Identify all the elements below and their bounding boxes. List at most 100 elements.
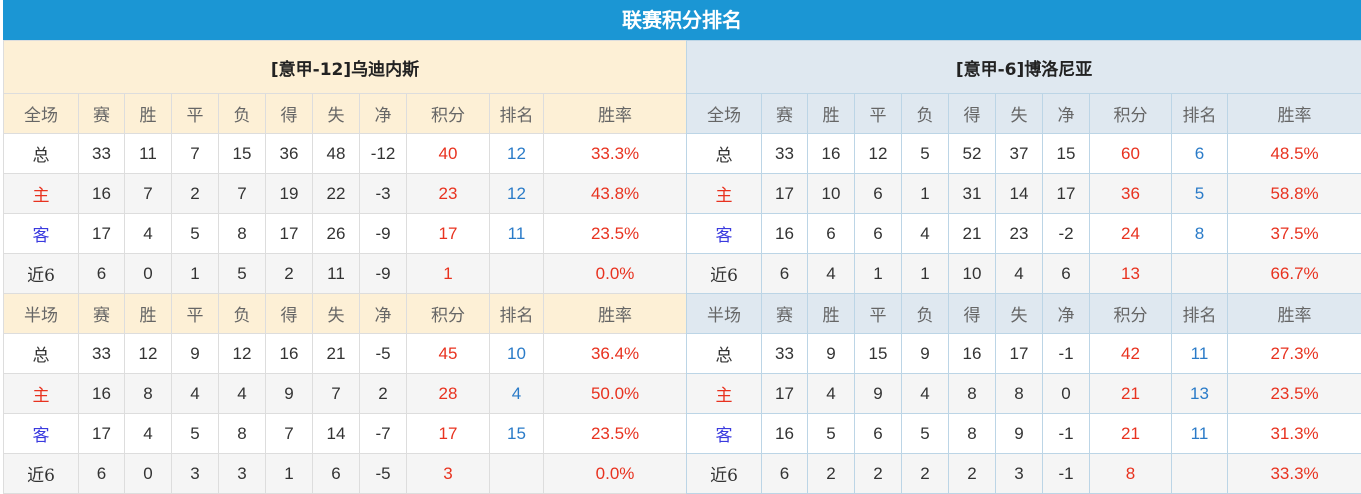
rank	[1172, 454, 1228, 494]
rank: 13	[1172, 374, 1228, 414]
wins: 4	[125, 214, 172, 254]
team-header: [意甲-6]博洛尼亚	[687, 41, 1361, 94]
played: 16	[762, 214, 808, 254]
goals-for: 19	[266, 174, 313, 214]
losses: 3	[219, 454, 266, 494]
row-label: 主	[4, 174, 79, 214]
goals-for: 9	[266, 374, 313, 414]
goals-for: 2	[949, 454, 996, 494]
goals-against: 22	[313, 174, 360, 214]
goals-for: 1	[266, 454, 313, 494]
row-label: 主	[4, 374, 79, 414]
losses: 1	[902, 174, 949, 214]
column-header-row: 半场赛胜平负得失净积分排名胜率	[4, 294, 687, 334]
column-header: 负	[219, 94, 266, 134]
goals-against: 23	[996, 214, 1043, 254]
column-header: 失	[996, 294, 1043, 334]
rank: 8	[1172, 214, 1228, 254]
goals-for: 31	[949, 174, 996, 214]
points: 21	[1090, 374, 1172, 414]
wins: 12	[125, 334, 172, 374]
column-header: 负	[902, 294, 949, 334]
column-header: 赛	[79, 94, 125, 134]
section-label: 半场	[687, 294, 762, 334]
goals-for: 8	[949, 374, 996, 414]
points: 21	[1090, 414, 1172, 454]
rank: 12	[490, 174, 544, 214]
wins: 9	[808, 334, 855, 374]
column-header: 平	[855, 294, 902, 334]
goals-against: 14	[313, 414, 360, 454]
wins: 4	[808, 374, 855, 414]
goal-diff: -2	[1043, 214, 1090, 254]
column-header: 得	[266, 94, 313, 134]
goal-diff: -1	[1043, 454, 1090, 494]
win-rate: 33.3%	[544, 134, 687, 174]
section-label: 全场	[687, 94, 762, 134]
rank: 4	[490, 374, 544, 414]
column-header: 积分	[407, 294, 490, 334]
wins: 0	[125, 254, 172, 294]
goals-against: 21	[313, 334, 360, 374]
goal-diff: 2	[360, 374, 407, 414]
draws: 5	[172, 414, 219, 454]
win-rate: 58.8%	[1228, 174, 1361, 214]
points: 3	[407, 454, 490, 494]
section-label: 全场	[4, 94, 79, 134]
row-label: 近6	[4, 254, 79, 294]
points: 28	[407, 374, 490, 414]
draws: 6	[855, 214, 902, 254]
draws: 12	[855, 134, 902, 174]
rank: 5	[1172, 174, 1228, 214]
goals-against: 7	[313, 374, 360, 414]
draws: 9	[855, 374, 902, 414]
win-rate: 48.5%	[1228, 134, 1361, 174]
goals-for: 8	[949, 414, 996, 454]
wins: 10	[808, 174, 855, 214]
column-header: 赛	[762, 94, 808, 134]
goals-against: 26	[313, 214, 360, 254]
played: 16	[79, 374, 125, 414]
column-header: 排名	[1172, 294, 1228, 334]
wins: 8	[125, 374, 172, 414]
column-header: 得	[949, 94, 996, 134]
column-header: 胜率	[544, 94, 687, 134]
column-header: 胜率	[544, 294, 687, 334]
goal-diff: -1	[1043, 414, 1090, 454]
points: 8	[1090, 454, 1172, 494]
column-header: 积分	[407, 94, 490, 134]
win-rate: 66.7%	[1228, 254, 1361, 294]
row-label: 主	[687, 174, 762, 214]
draws: 6	[855, 414, 902, 454]
win-rate: 0.0%	[544, 454, 687, 494]
row-label: 近6	[4, 454, 79, 494]
wins: 7	[125, 174, 172, 214]
goal-diff: -12	[360, 134, 407, 174]
column-header: 排名	[1172, 94, 1228, 134]
column-header: 积分	[1090, 294, 1172, 334]
team-name: [意甲-6]博洛尼亚	[687, 41, 1361, 94]
column-header: 平	[172, 94, 219, 134]
league-standings-title: 联赛积分排名	[3, 0, 1361, 40]
points: 60	[1090, 134, 1172, 174]
goal-diff: -5	[360, 454, 407, 494]
column-header: 净	[360, 94, 407, 134]
column-header: 得	[949, 294, 996, 334]
column-header: 胜	[125, 294, 172, 334]
goal-diff: -1	[1043, 334, 1090, 374]
row-label: 总	[687, 134, 762, 174]
win-rate: 31.3%	[1228, 414, 1361, 454]
played: 6	[79, 254, 125, 294]
column-header: 负	[219, 294, 266, 334]
wins: 2	[808, 454, 855, 494]
losses: 4	[902, 374, 949, 414]
goals-against: 6	[313, 454, 360, 494]
column-header: 负	[902, 94, 949, 134]
goal-diff: 15	[1043, 134, 1090, 174]
